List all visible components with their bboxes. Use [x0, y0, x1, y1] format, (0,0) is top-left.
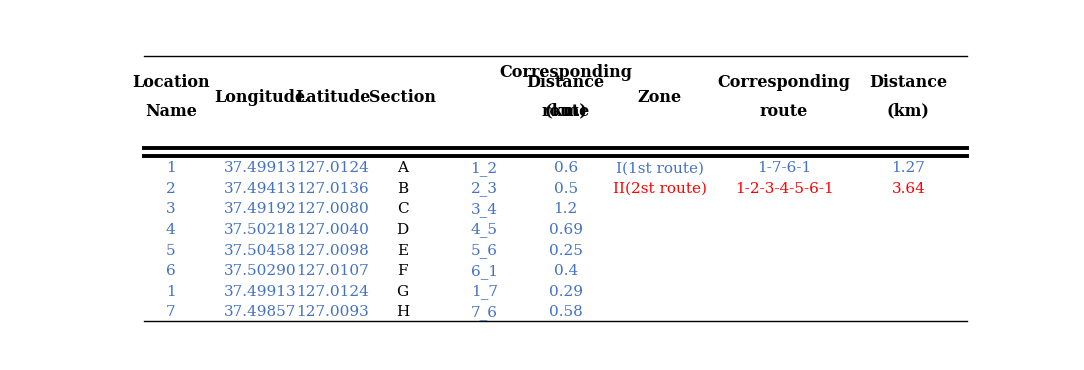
Text: 0.25: 0.25: [549, 243, 582, 258]
Text: Distance: Distance: [869, 74, 947, 91]
Text: Corresponding: Corresponding: [718, 74, 851, 91]
Text: 0.58: 0.58: [549, 305, 582, 319]
Text: 127.0080: 127.0080: [297, 202, 370, 216]
Text: 7: 7: [166, 305, 176, 319]
Text: 37.49857: 37.49857: [223, 305, 296, 319]
Text: 37.49413: 37.49413: [223, 182, 296, 196]
Text: Name: Name: [145, 103, 196, 120]
Text: H: H: [396, 305, 410, 319]
Text: 3_4: 3_4: [470, 202, 498, 217]
Text: 1.27: 1.27: [891, 161, 926, 175]
Text: C: C: [397, 202, 409, 216]
Text: 0.29: 0.29: [549, 285, 582, 299]
Text: Longitude: Longitude: [215, 88, 306, 105]
Text: 37.50290: 37.50290: [223, 264, 296, 278]
Text: 127.0136: 127.0136: [297, 182, 370, 196]
Text: 37.50458: 37.50458: [223, 243, 296, 258]
Text: 2: 2: [166, 182, 176, 196]
Text: 127.0040: 127.0040: [297, 223, 370, 237]
Text: (km): (km): [544, 103, 588, 120]
Text: II(2st route): II(2st route): [612, 182, 707, 196]
Text: 0.69: 0.69: [549, 223, 582, 237]
Text: 4_5: 4_5: [470, 222, 498, 238]
Text: 5: 5: [166, 243, 176, 258]
Text: 7_6: 7_6: [470, 305, 498, 320]
Text: 0.5: 0.5: [554, 182, 578, 196]
Text: Distance: Distance: [527, 74, 605, 91]
Text: E: E: [397, 243, 409, 258]
Text: 127.0124: 127.0124: [297, 285, 370, 299]
Text: 1_7: 1_7: [470, 284, 498, 299]
Text: 127.0093: 127.0093: [297, 305, 370, 319]
Text: D: D: [397, 223, 409, 237]
Text: B: B: [397, 182, 409, 196]
Text: 127.0107: 127.0107: [297, 264, 370, 278]
Text: Corresponding: Corresponding: [499, 64, 632, 81]
Text: 4: 4: [166, 223, 176, 237]
Text: 1: 1: [166, 161, 176, 175]
Text: 0.4: 0.4: [554, 264, 578, 278]
Text: Section: Section: [370, 88, 436, 105]
Text: 2_3: 2_3: [470, 181, 498, 196]
Text: 127.0098: 127.0098: [297, 243, 370, 258]
Text: 1: 1: [166, 285, 176, 299]
Text: Zone: Zone: [637, 88, 682, 105]
Text: route: route: [760, 103, 809, 120]
Text: route: route: [542, 103, 590, 120]
Text: 0.6: 0.6: [554, 161, 578, 175]
Text: 6_1: 6_1: [470, 264, 498, 279]
Text: A: A: [397, 161, 409, 175]
Text: F: F: [398, 264, 408, 278]
Text: 37.49913: 37.49913: [223, 285, 296, 299]
Text: 127.0124: 127.0124: [297, 161, 370, 175]
Text: 1-2-3-4-5-6-1: 1-2-3-4-5-6-1: [735, 182, 834, 196]
Text: I(1st route): I(1st route): [616, 161, 704, 175]
Text: 1_2: 1_2: [470, 161, 498, 176]
Text: Location: Location: [132, 74, 209, 91]
Text: (km): (km): [887, 103, 930, 120]
Text: Latitude: Latitude: [295, 88, 371, 105]
Text: 1-7-6-1: 1-7-6-1: [757, 161, 811, 175]
Text: 37.50218: 37.50218: [223, 223, 296, 237]
Text: 3.64: 3.64: [891, 182, 926, 196]
Text: 5_6: 5_6: [470, 243, 498, 258]
Text: 6: 6: [166, 264, 176, 278]
Text: 1.2: 1.2: [554, 202, 578, 216]
Text: 37.49913: 37.49913: [223, 161, 296, 175]
Text: 37.49192: 37.49192: [223, 202, 296, 216]
Text: 3: 3: [166, 202, 176, 216]
Text: G: G: [397, 285, 409, 299]
